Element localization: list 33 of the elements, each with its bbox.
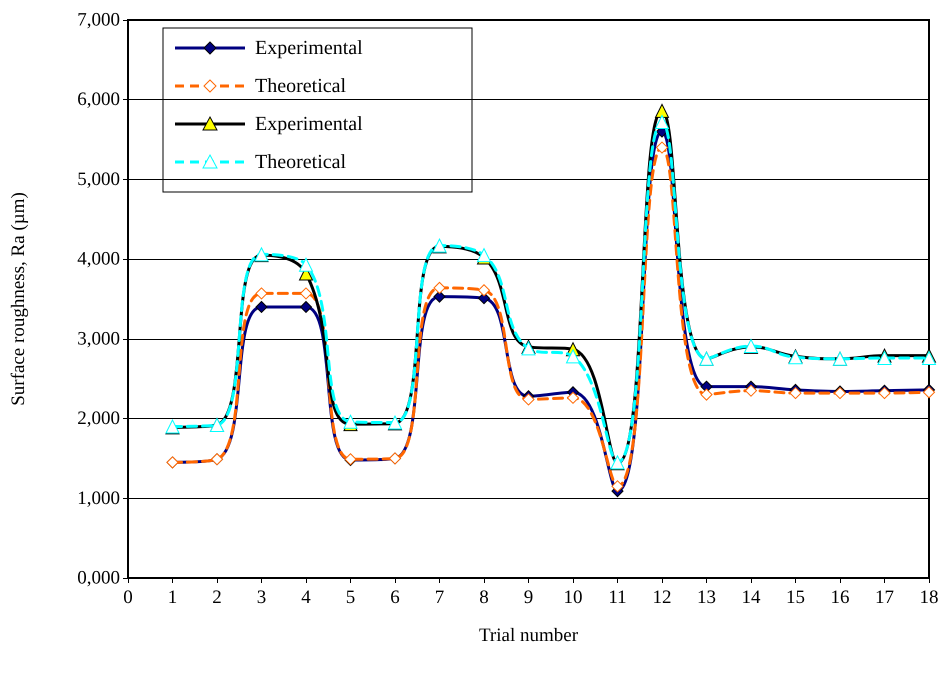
- x-tick-label: 7: [434, 587, 444, 608]
- legend-label: Theoretical: [255, 75, 346, 97]
- x-tick-label: 4: [301, 587, 312, 608]
- y-tick-label: 4,000: [77, 248, 120, 270]
- x-axis-title: Trial number: [478, 625, 579, 646]
- y-axis-title: Surface roughness, Ra (µm): [8, 192, 29, 406]
- x-tick-label: 16: [830, 587, 850, 608]
- x-tick-label: 18: [920, 587, 938, 608]
- x-tick-label: 3: [256, 587, 266, 608]
- x-tick-label: 17: [875, 587, 894, 608]
- y-tick-label: 3,000: [77, 328, 120, 350]
- x-tick-label: 14: [742, 587, 761, 608]
- x-tick-label: 1: [168, 587, 178, 608]
- legend-label: Experimental: [255, 113, 364, 135]
- x-tick-label: 12: [652, 587, 672, 608]
- x-tick-label: 10: [564, 587, 582, 608]
- x-tick-label: 2: [212, 587, 222, 608]
- x-tick-label: 9: [524, 587, 534, 608]
- x-tick-label: 8: [479, 587, 489, 608]
- y-tick-label: 2,000: [77, 408, 120, 430]
- y-tick-label: 7,000: [77, 10, 120, 30]
- x-tick-label: 0: [123, 587, 133, 608]
- y-tick-label: 6,000: [77, 89, 120, 110]
- x-tick-label: 5: [346, 587, 356, 608]
- legend-label: Experimental: [255, 37, 364, 59]
- y-tick-label: 5,000: [77, 168, 120, 190]
- x-tick-label: 6: [390, 587, 400, 608]
- y-tick-label: 1,000: [77, 488, 120, 509]
- y-tick-label: 0,000: [77, 568, 120, 588]
- x-tick-label: 11: [608, 587, 627, 608]
- x-tick-label: 15: [786, 587, 805, 608]
- legend-label: Theoretical: [255, 151, 346, 173]
- x-tick-label: 13: [697, 587, 716, 608]
